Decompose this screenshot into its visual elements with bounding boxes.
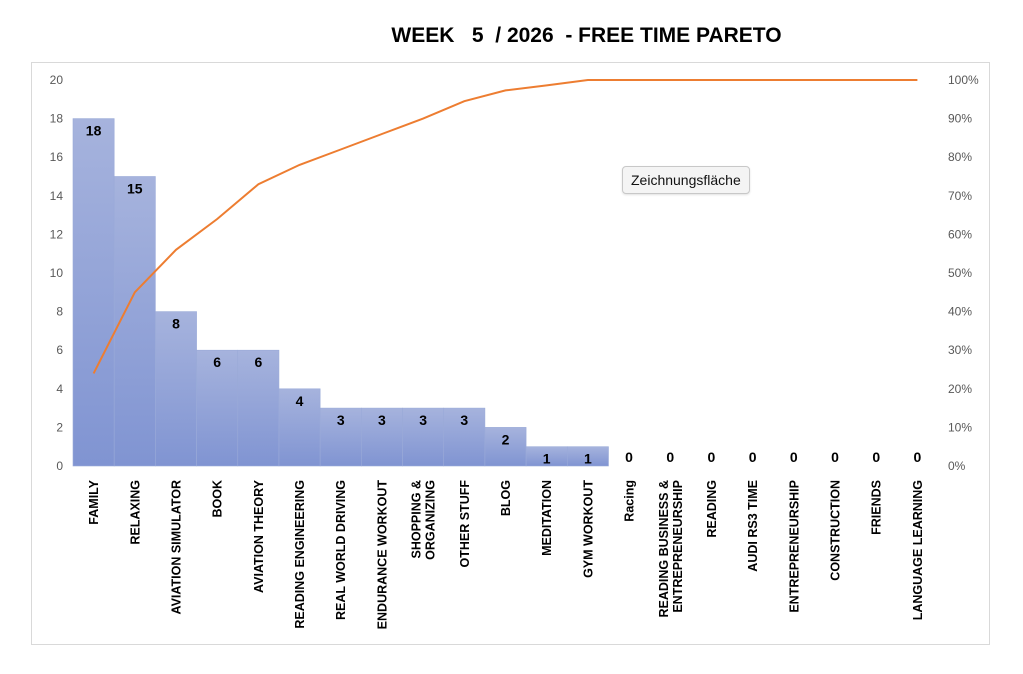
bar-value-label: 0 <box>708 449 716 465</box>
bar-value-label: 8 <box>172 316 180 332</box>
chart-area <box>31 62 990 645</box>
left-tick-label: 0 <box>56 459 63 473</box>
left-tick-label: 14 <box>50 189 64 203</box>
bar-value-label: 6 <box>213 354 221 370</box>
left-tick-label: 12 <box>50 227 64 241</box>
right-tick-label: 30% <box>948 343 972 357</box>
left-tick-label: 10 <box>50 266 64 280</box>
bar-value-label: 3 <box>460 412 468 428</box>
bar <box>155 311 197 467</box>
left-tick-label: 4 <box>56 382 63 396</box>
category-label: FAMILY <box>87 479 101 524</box>
category-label: MEDITATION <box>540 480 554 556</box>
bar-value-label: 3 <box>337 412 345 428</box>
bar <box>402 407 445 467</box>
left-tick-label: 2 <box>56 420 63 434</box>
left-axis-ticks: 0 2 4 6 8 10 12 14 16 18 20 <box>50 73 64 473</box>
bar-value-label: 3 <box>419 412 427 428</box>
right-tick-label: 90% <box>948 112 972 126</box>
right-axis-ticks: 0% 10% 20% 30% 40% 50% 60% 70% 80% 90% 100% <box>948 73 979 473</box>
bar-value-label: 0 <box>666 449 674 465</box>
right-tick-label: 20% <box>948 382 972 396</box>
category-label: CONSTRUCTION <box>829 480 843 581</box>
category-label: ENDURANCE WORKOUT <box>375 480 389 630</box>
category-label: BLOG <box>499 480 513 516</box>
right-tick-label: 0% <box>948 459 966 473</box>
right-tick-label: 10% <box>948 420 972 434</box>
right-tick-label: 80% <box>948 150 972 164</box>
category-label: OTHER STUFF <box>458 480 472 568</box>
bar-value-label: 3 <box>378 412 386 428</box>
bar-value-label: 1 <box>584 451 592 467</box>
right-tick-label: 100% <box>948 73 979 87</box>
left-tick-label: 20 <box>50 73 64 87</box>
right-tick-label: 50% <box>948 266 972 280</box>
cumulative-percent-line <box>92 79 918 374</box>
category-label: REAL WORLD DRIVING <box>334 480 348 620</box>
category-label: BOOK <box>211 480 225 518</box>
right-tick-label: 60% <box>948 227 972 241</box>
bar <box>72 118 115 467</box>
category-label: AVIATION SIMULATOR <box>169 480 183 615</box>
bar-value-label: 15 <box>127 181 143 197</box>
left-tick-label: 8 <box>56 305 63 319</box>
category-label: ENTREPRENEURSHIP <box>787 480 801 613</box>
left-tick-label: 18 <box>50 112 64 126</box>
bar <box>566 446 609 467</box>
bar-value-label: 18 <box>86 123 102 139</box>
bar-value-label: 0 <box>790 449 798 465</box>
bar-value-label: 0 <box>872 449 880 465</box>
bar <box>196 349 239 467</box>
bar-series <box>72 118 609 467</box>
bar-value-label: 4 <box>296 393 304 409</box>
bar <box>443 407 486 467</box>
bar-value-label: 0 <box>749 449 757 465</box>
right-tick-label: 70% <box>948 189 972 203</box>
bar-value-label: 6 <box>254 354 262 370</box>
category-label: AVIATION THEORY <box>252 479 266 593</box>
left-tick-label: 6 <box>56 343 63 357</box>
bar-data-labels: 18 15 8 6 6 4 3 3 3 3 2 1 1 0 0 0 0 0 0 0 0 <box>86 123 922 467</box>
bar-value-label: 0 <box>625 449 633 465</box>
category-label: RELAXING <box>128 480 142 545</box>
bar <box>361 407 403 467</box>
category-label: LANGUAGE LEARNING <box>911 480 925 620</box>
category-label: Racing <box>623 480 637 522</box>
category-label: FRIENDS <box>870 480 884 535</box>
category-label: GYM WORKOUT <box>581 480 595 578</box>
bar <box>484 427 527 467</box>
bar-value-label: 1 <box>543 451 551 467</box>
category-label: AUDI RS3 TIME <box>746 480 760 572</box>
bar <box>319 407 362 467</box>
category-label: READING ENGINEERING <box>293 480 307 629</box>
category-label: SHOPPING &ORGANIZING <box>410 480 438 560</box>
bar-value-label: 0 <box>831 449 839 465</box>
left-tick-label: 16 <box>50 150 64 164</box>
category-label: READING <box>705 480 719 538</box>
bar-value-label: 0 <box>914 449 922 465</box>
chart-title: WEEK 5 / 2026 - FREE TIME PARETO <box>391 24 782 47</box>
bar-value-label: 2 <box>502 431 510 447</box>
bar <box>237 349 280 467</box>
category-label: READING BUSINESS &ENTREPRENEURSHIP <box>657 480 685 618</box>
x-axis-labels: FAMILY RELAXING AVIATION SIMULATOR BOOK AVIA… <box>87 479 925 629</box>
plot-area-tooltip: Zeichnungsfläche <box>622 166 750 194</box>
bar <box>278 388 321 467</box>
right-tick-label: 40% <box>948 305 972 319</box>
